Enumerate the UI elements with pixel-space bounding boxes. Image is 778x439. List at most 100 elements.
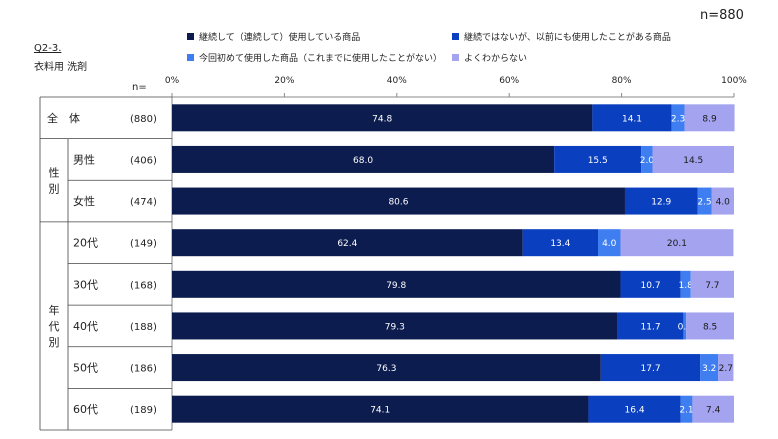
bar-segment-1 [172,354,601,382]
x-tick-label: 60% [499,76,519,86]
bar-segment-2 [624,187,698,215]
data-label: 74.8 [372,114,392,124]
data-label: 10.7 [641,281,661,291]
n-value: (149) [130,239,157,250]
data-label: 79.8 [386,281,406,291]
bar-segment-2 [620,270,681,298]
data-label: 11.7 [641,322,661,332]
data-label: 0.5 [678,322,692,332]
bar-segment-1 [172,104,593,132]
bar-segment-3 [697,187,712,215]
data-label: 80.6 [388,198,408,208]
data-label: 13.4 [550,239,570,249]
data-label: 2.3 [671,114,685,124]
data-label: 1.8 [679,281,694,291]
category-label: 男性 [73,152,95,166]
data-label: 20.1 [667,239,687,249]
category-label: 60代 [73,403,98,416]
bar-segment-2 [522,229,598,257]
data-label: 7.7 [705,281,719,291]
x-tick-label: 20% [274,76,294,86]
bar-segment-1 [172,270,621,298]
legend-label: 継続して（連続して）使用している商品 [199,33,361,43]
bar-segment-4 [690,270,734,298]
group-label: 別 [49,182,60,195]
x-tick-label: 100% [721,76,747,86]
legend-item: 今回初めて使用した商品（これまでに使用したことがない） [187,51,442,64]
legend-item: 継続ではないが、以前にも使用したことがある商品 [452,30,671,43]
bar-segment-2 [588,395,681,423]
bar-segment-4 [711,187,734,215]
data-label: 12.9 [651,198,671,208]
data-label: 4.0 [716,198,731,208]
data-label: 3.2 [702,364,716,374]
bar-segment-3 [671,104,685,132]
data-label: 2.0 [640,156,655,166]
data-label: 76.3 [376,364,396,374]
data-label: 17.7 [641,364,661,374]
n-value: (474) [130,197,157,208]
group-label: 全 体 [47,111,80,125]
data-label: 68.0 [353,156,373,166]
n-value: (168) [130,280,157,291]
data-label: 4.0 [602,239,617,249]
group-label: 代 [49,320,60,333]
question-title: 衣料用 洗剤 [34,62,88,73]
data-label: 15.5 [588,156,608,166]
bar-segment-3 [683,312,687,340]
n-column-header: n= [132,82,147,93]
legend-item: よくわからない [452,51,527,64]
legend-label: 今回初めて使用した商品（これまでに使用したことがない） [199,54,443,64]
bar-segment-3 [641,145,653,173]
bar-segment-4 [684,104,735,132]
bar-segment-2 [592,104,672,132]
data-label: 74.1 [370,406,390,416]
bar-segment-1 [172,395,589,423]
data-label: 62.4 [337,239,357,249]
bar-segment-3 [680,395,693,423]
group-label: 別 [49,336,60,349]
x-tick-label: 80% [612,76,632,86]
data-label: 7.4 [706,406,721,416]
sample-size-label: n=880 [700,8,744,23]
legend-label: 継続ではないが、以前にも使用したことがある商品 [464,33,671,43]
bar-segment-3 [680,270,691,298]
group-label: 年 [49,303,60,317]
bar-segment-4 [718,354,734,382]
category-label: 30代 [73,278,98,291]
n-value: (406) [130,155,157,166]
bar-segment-2 [617,312,684,340]
category-label: 40代 [73,320,98,333]
x-tick-label: 0% [165,76,180,86]
data-label: 2.7 [719,364,733,374]
bar-segment-1 [172,145,555,173]
bar-segment-4 [692,395,734,423]
bar-segment-3 [597,229,621,257]
group-label: 性 [49,165,60,179]
legend-label: よくわからない [464,54,528,64]
legend-swatch [187,33,194,40]
bar-segment-1 [172,312,618,340]
category-label: 50代 [73,362,98,375]
data-label: 14.5 [683,156,703,166]
bar-segment-1 [172,229,523,257]
n-value: (188) [130,322,157,333]
n-value: (189) [130,405,157,416]
data-label: 2.1 [679,406,693,416]
bar-segment-3 [700,354,719,382]
data-label: 2.5 [697,198,711,208]
data-label: 16.4 [625,406,645,416]
data-label: 8.5 [703,322,717,332]
data-label: 14.1 [622,114,642,124]
legend-swatch [452,54,459,61]
bar-segment-4 [620,229,734,257]
category-label: 女性 [73,194,95,208]
data-label: 79.3 [385,322,405,332]
n-value: (186) [130,364,157,375]
bar-segment-4 [686,312,734,340]
legend-swatch [187,54,194,61]
bar-segment-1 [172,187,625,215]
n-value: (880) [130,114,157,125]
x-tick-label: 40% [387,76,407,86]
